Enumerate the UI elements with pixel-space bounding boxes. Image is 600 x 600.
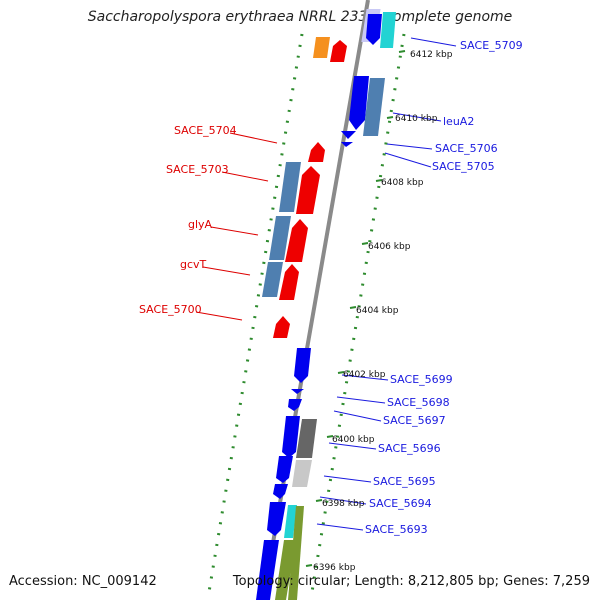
- gene-label-sace-5706[interactable]: SACE_5706: [435, 142, 498, 155]
- cds-gcvt: [279, 264, 299, 300]
- gene-label-sace-5709[interactable]: SACE_5709: [460, 39, 523, 52]
- gene-label-sace-5704[interactable]: SACE_5704: [174, 124, 237, 137]
- cds-sace-5706: [349, 76, 369, 130]
- gene-label-sace-5705[interactable]: SACE_5705: [432, 160, 495, 173]
- cds-sace-5694: [273, 484, 288, 499]
- feature-orange: [313, 37, 330, 58]
- cds-gray: [296, 419, 317, 458]
- tick-label: 6400 kbp: [332, 435, 375, 445]
- cds-small-2: [341, 142, 353, 147]
- tick-label: 6398 kbp: [322, 499, 365, 509]
- cds-small-1: [341, 131, 356, 139]
- summary-text: Topology: circular; Length: 8,212,805 bp…: [232, 574, 590, 589]
- cds-sace-5700: [273, 316, 290, 338]
- gene-label-sace-5699[interactable]: SACE_5699: [390, 373, 453, 386]
- tick-label: 6404 kbp: [356, 306, 399, 316]
- cds-lightgray: [292, 460, 312, 487]
- gene-label-sace-5696[interactable]: SACE_5696: [378, 442, 441, 455]
- forward-strand-features: [256, 9, 396, 600]
- cds-sace-5704: [308, 142, 325, 162]
- reverse-strand-features: [262, 37, 347, 338]
- tick-marks: [305, 50, 406, 567]
- cds-sace-5698: [291, 389, 304, 394]
- tick-label: 6408 kbp: [381, 178, 424, 188]
- gene-label-glya[interactable]: glyA: [188, 218, 213, 231]
- gene-label-leua2[interactable]: leuA2: [443, 115, 475, 128]
- tick-label: 6396 kbp: [313, 563, 356, 573]
- gene-label-sace-5700[interactable]: SACE_5700: [139, 303, 202, 316]
- gene-label-sace-5698[interactable]: SACE_5698: [387, 396, 450, 409]
- cds-glya: [285, 219, 308, 262]
- gene-label-sace-5694[interactable]: SACE_5694: [369, 497, 432, 510]
- gene-label-gcvt[interactable]: gcvT: [180, 258, 207, 271]
- tick-label: 6402 kbp: [343, 370, 386, 380]
- cds-sace-5697: [288, 399, 302, 411]
- tick-label: 6412 kbp: [410, 50, 453, 60]
- genome-backbone: [261, 0, 370, 600]
- map-title: Saccharopolyspora erythraea NRRL 2338, c…: [87, 9, 513, 25]
- tick-label: 6410 kbp: [395, 114, 438, 124]
- cds-sace-5705: [363, 78, 385, 136]
- gene-label-sace-5693[interactable]: SACE_5693: [365, 523, 428, 536]
- cds-steelblue-1: [279, 162, 301, 212]
- gene-label-sace-5697[interactable]: SACE_5697: [383, 414, 446, 427]
- cds-steelblue-3: [262, 262, 283, 297]
- cds-sace-5703: [296, 166, 320, 214]
- reverse-label-connectors: [195, 132, 278, 321]
- cds-blue-bottom: [256, 540, 279, 600]
- accession-text: Accession: NC_009142: [9, 574, 157, 589]
- cds-steelblue-2: [269, 216, 291, 260]
- cds-olive-2: [275, 540, 296, 600]
- gene-label-sace-5695[interactable]: SACE_5695: [373, 475, 436, 488]
- cds-olive: [288, 506, 304, 600]
- cds-cyan: [380, 12, 396, 48]
- cds-sace-5695: [276, 456, 293, 483]
- cds-top-red: [330, 40, 347, 62]
- cds-sace-5696: [282, 416, 300, 458]
- cds-sace-5693: [267, 502, 286, 536]
- cds-sace-5709: [366, 14, 382, 45]
- tick-label: 6406 kbp: [368, 242, 411, 252]
- gene-label-sace-5703[interactable]: SACE_5703: [166, 163, 229, 176]
- cds-sace-5699: [294, 348, 311, 383]
- cds-cyan-2: [284, 505, 297, 538]
- forward-label-connectors: [316, 37, 457, 531]
